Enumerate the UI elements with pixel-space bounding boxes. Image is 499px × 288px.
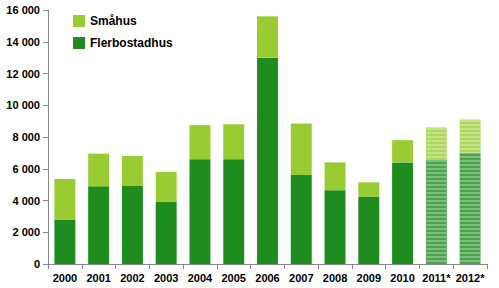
svg-text:2001: 2001 — [86, 272, 110, 284]
svg-text:2003: 2003 — [154, 272, 178, 284]
svg-text:Flerbostadhus: Flerbostadhus — [90, 36, 173, 50]
svg-text:2004: 2004 — [188, 272, 213, 284]
svg-text:2 000: 2 000 — [12, 226, 40, 238]
svg-text:2002: 2002 — [120, 272, 144, 284]
svg-text:2010: 2010 — [390, 272, 414, 284]
svg-text:10 000: 10 000 — [6, 99, 40, 111]
svg-text:2007: 2007 — [289, 272, 313, 284]
svg-text:2009: 2009 — [357, 272, 381, 284]
svg-text:0: 0 — [34, 258, 40, 270]
svg-text:Småhus: Småhus — [90, 14, 137, 28]
svg-text:8 000: 8 000 — [12, 131, 40, 143]
svg-text:2000: 2000 — [53, 272, 77, 284]
svg-text:14 000: 14 000 — [6, 36, 40, 48]
svg-text:16 000: 16 000 — [6, 4, 40, 16]
svg-text:2012*: 2012* — [456, 272, 485, 284]
svg-text:2005: 2005 — [221, 272, 245, 284]
svg-text:2011*: 2011* — [422, 272, 451, 284]
svg-text:2008: 2008 — [323, 272, 347, 284]
svg-text:6 000: 6 000 — [12, 163, 40, 175]
svg-text:2006: 2006 — [255, 272, 279, 284]
svg-text:12 000: 12 000 — [6, 68, 40, 80]
svg-text:4 000: 4 000 — [12, 195, 40, 207]
